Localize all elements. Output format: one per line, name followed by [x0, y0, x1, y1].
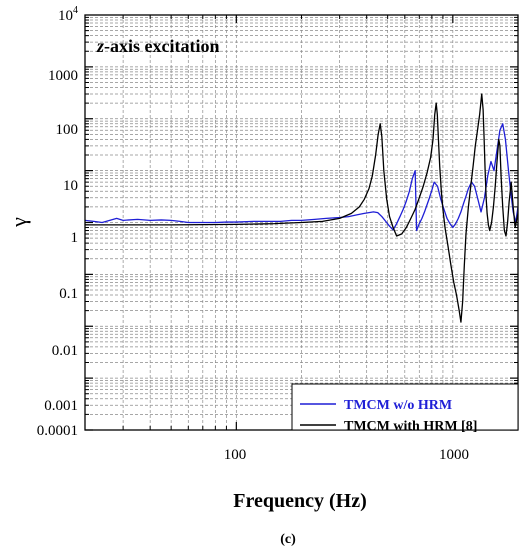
y-tick-labels: 104 1000 100 10 1 0.1 0.01 0.001 0.0001 [37, 5, 78, 439]
y-tick-top-base: 10 [58, 8, 73, 24]
y-axis-label: γ [6, 217, 31, 228]
x-tick-labels: 100 1000 [224, 447, 469, 463]
y-tick-label: 0.0001 [37, 423, 78, 439]
chart-title-rest: -axis excitation [104, 36, 219, 56]
chart-title: z-axis excitation [96, 36, 220, 56]
series-line-tmcm-with-hrm [85, 93, 518, 323]
legend-label-tmcm-wo-hrm: TMCM w/o HRM [344, 398, 452, 413]
x-tick-label: 1000 [439, 447, 469, 463]
y-tick-label: 0.001 [44, 398, 78, 414]
y-tick-label: 10 [63, 178, 78, 194]
grid-lines [84, 15, 519, 431]
x-axis-label: Frequency (Hz) [233, 490, 367, 512]
y-tick-label: 0.1 [59, 286, 78, 302]
legend-box [291, 383, 519, 431]
y-tick-label: 1000 [48, 68, 78, 84]
y-tick-label: 1 [71, 230, 79, 246]
y-tick-label: 100 [56, 122, 79, 138]
x-tick-label: 100 [224, 447, 247, 463]
series-layer [85, 93, 518, 323]
y-tick-top-exp: 4 [73, 5, 78, 16]
panel-label: (c) [280, 532, 296, 547]
y-tick-label: 0.01 [52, 343, 78, 359]
series-line-tmcm-wo-hrm [85, 123, 518, 232]
legend-label-tmcm-with-hrm: TMCM with HRM [8] [344, 419, 477, 434]
chart-title-italic: z [96, 36, 104, 56]
legend: TMCM w/o HRM TMCM with HRM [8] [291, 383, 519, 434]
y-tick-label-top: 104 [58, 5, 78, 24]
